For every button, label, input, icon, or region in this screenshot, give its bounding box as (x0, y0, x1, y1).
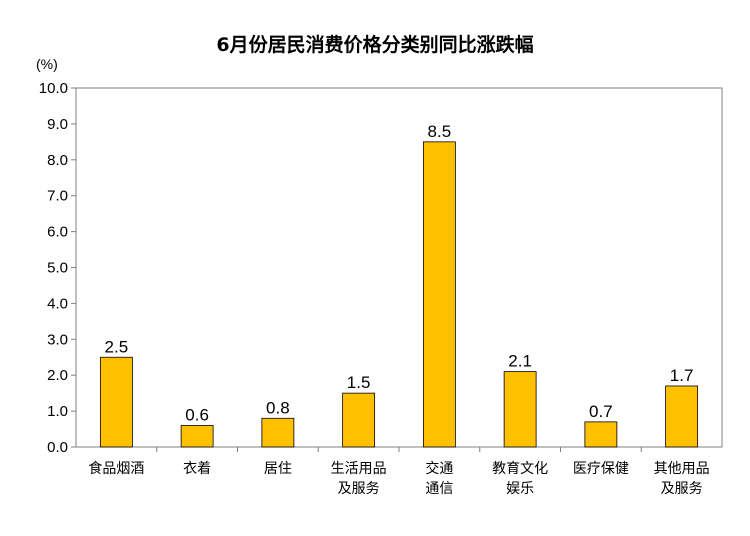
value-label: 0.7 (589, 402, 613, 421)
y-unit-label: (%) (36, 56, 58, 72)
bar (261, 417, 295, 448)
y-tick-label: 5.0 (47, 260, 68, 277)
y-axis: 0.0 1.0 2.0 3.0 4.0 5.0 6.0 7.0 8.0 9.0 10.0 (39, 80, 76, 456)
bar (422, 141, 456, 448)
bar (342, 392, 376, 448)
value-label: 0.6 (185, 405, 209, 424)
y-tick-label: 7.0 (47, 188, 68, 205)
x-category-label: 及服务 (661, 481, 703, 497)
bars (99, 141, 699, 448)
bar (584, 421, 618, 448)
chart-title: 6月份居民消费价格分类别同比涨跌幅 (216, 34, 534, 56)
y-tick-label: 6.0 (47, 224, 68, 241)
y-tick-label: 4.0 (47, 295, 68, 312)
value-labels: 2.5 0.6 0.8 1.5 8.5 2.1 0.7 1.7 (105, 122, 694, 425)
bar (180, 425, 214, 448)
bar (665, 385, 699, 448)
bar (503, 371, 537, 448)
x-category-label: 娱乐 (506, 481, 534, 497)
value-label: 2.5 (105, 337, 129, 356)
value-label: 1.5 (347, 373, 371, 392)
y-tick-label: 0.0 (47, 439, 68, 456)
x-category-label: 食品烟酒 (88, 460, 144, 477)
x-category-label: 其他用品 (654, 461, 710, 477)
value-label: 8.5 (428, 122, 452, 141)
x-category-label: 生活用品 (331, 461, 387, 477)
x-category-label: 医疗保健 (573, 461, 629, 477)
y-tick-label: 8.0 (47, 152, 68, 169)
y-tick-label: 1.0 (47, 403, 68, 420)
x-category-label: 交通 (425, 460, 453, 477)
x-category-label: 及服务 (338, 481, 380, 497)
bar (99, 356, 133, 448)
y-tick-label: 3.0 (47, 331, 68, 348)
y-tick-label: 9.0 (47, 116, 68, 133)
x-category-label: 通信 (425, 481, 453, 497)
y-tick-label: 10.0 (39, 80, 68, 97)
y-tick-label: 2.0 (47, 367, 68, 384)
value-label: 2.1 (508, 352, 532, 371)
plot-frame (75, 87, 723, 448)
x-category-label: 衣着 (183, 461, 211, 477)
x-category-label: 居住 (264, 461, 292, 477)
value-label: 1.7 (670, 366, 694, 385)
x-category-label: 教育文化 (492, 461, 548, 477)
value-label: 0.8 (266, 398, 290, 417)
